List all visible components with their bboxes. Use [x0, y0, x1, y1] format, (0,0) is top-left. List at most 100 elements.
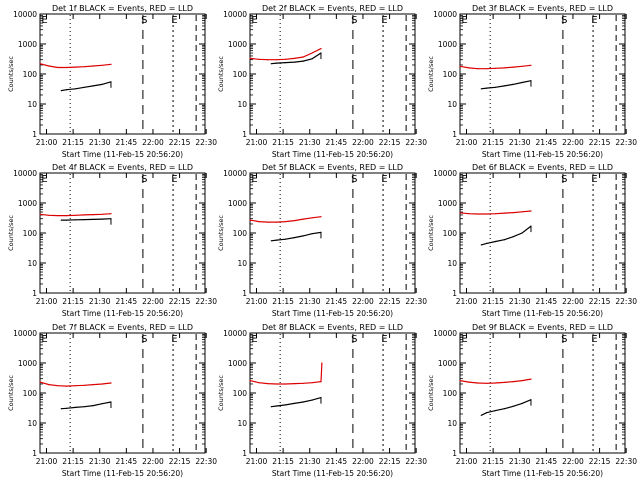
x-tick-label: 21:45	[326, 297, 348, 306]
series-lld	[39, 381, 112, 387]
data-point	[302, 218, 304, 220]
data-point	[494, 86, 497, 88]
series-events	[480, 80, 532, 90]
y-axis-label: Counts/sec	[7, 375, 15, 411]
data-point	[530, 378, 532, 380]
panel-det-4: Det 4f BLACK = Events, RED = LLD Counts/s…	[7, 163, 217, 318]
y-tick-label: 10	[237, 419, 247, 428]
x-tick-label: 21:00	[36, 457, 58, 466]
x-tick-label: 21:15	[62, 297, 84, 306]
data-point	[311, 399, 313, 401]
series-lld	[459, 210, 532, 215]
x-tick-label: 22:30	[195, 457, 217, 466]
x-tick-label: 22:30	[405, 457, 427, 466]
x-tick-label: 21:30	[299, 138, 321, 147]
x-tick-label: 21:00	[246, 297, 268, 306]
data-point	[293, 220, 295, 222]
data-point	[66, 215, 68, 217]
y-tick-label: 100	[233, 229, 248, 238]
marker-label-e: E	[171, 15, 177, 26]
data-point	[512, 83, 514, 85]
data-point	[276, 62, 278, 64]
x-tick-label: 21:45	[536, 457, 558, 466]
marker-label-e: E	[381, 15, 387, 26]
y-tick-label: 10	[27, 259, 37, 268]
y-tick-label: 10	[447, 100, 457, 109]
data-point	[477, 382, 479, 384]
data-point	[521, 402, 523, 404]
marker-label-e: E	[251, 15, 257, 26]
data-point	[512, 212, 514, 214]
data-point	[60, 219, 62, 221]
x-axis-label: Start Time (11-Feb-15 20:56:20)	[482, 309, 603, 318]
x-tick-label: 22:30	[405, 297, 427, 306]
data-point	[494, 410, 497, 412]
data-point	[83, 66, 85, 68]
data-point	[92, 218, 94, 220]
x-tick-label: 22:30	[615, 457, 637, 466]
y-axis-label: Counts/sec	[217, 215, 225, 251]
data-point	[258, 221, 260, 223]
data-point	[503, 212, 505, 214]
data-point	[480, 88, 482, 90]
y-tick-label: 100	[23, 229, 38, 238]
marker-label-e: E	[591, 334, 597, 345]
x-tick-label: 21:45	[536, 297, 558, 306]
x-tick-label: 21:15	[62, 138, 84, 147]
data-point	[74, 385, 77, 387]
y-tick-label: 10000	[433, 329, 457, 338]
data-point	[320, 381, 322, 383]
data-point	[267, 221, 269, 223]
panel-det-6: Det 6f BLACK = Events, RED = LLD Counts/s…	[427, 163, 637, 318]
data-point	[284, 58, 287, 60]
series-lld	[249, 362, 323, 385]
y-tick-label: 100	[23, 389, 38, 398]
data-point	[302, 401, 304, 403]
series-events	[480, 225, 532, 246]
panel-det-9: Det 9f BLACK = Events, RED = LLD Counts/s…	[427, 323, 637, 478]
data-point	[320, 397, 322, 399]
y-tick-label: 10	[237, 100, 247, 109]
data-point	[60, 408, 62, 410]
data-point	[74, 66, 77, 68]
x-tick-label: 22:00	[142, 457, 164, 466]
y-tick-label: 10000	[223, 10, 247, 19]
y-tick-label: 1	[242, 130, 247, 139]
x-tick-label: 21:00	[246, 457, 268, 466]
data-point	[270, 63, 272, 65]
data-point	[276, 239, 278, 241]
y-tick-label: 1000	[228, 40, 247, 49]
series-lld	[459, 64, 532, 70]
data-point	[486, 242, 488, 244]
y-tick-label: 10	[27, 100, 37, 109]
data-point	[521, 380, 523, 382]
y-axis-label: Counts/sec	[427, 375, 435, 411]
y-tick-label: 1	[452, 289, 457, 298]
data-point	[477, 68, 479, 70]
marker-label-e: E	[591, 15, 597, 26]
data-point	[293, 237, 295, 239]
panel-title: Det 8f BLACK = Events, RED = LLD	[262, 323, 403, 332]
series-lld	[459, 378, 532, 384]
data-point	[320, 48, 322, 50]
data-point	[311, 382, 313, 384]
series-lld	[249, 216, 322, 223]
y-tick-label: 1	[452, 449, 457, 458]
series-events	[60, 81, 112, 92]
x-tick-label: 21:30	[89, 457, 111, 466]
panel-det-2: Det 2f BLACK = Events, RED = LLD Counts/s…	[217, 4, 427, 159]
data-point	[521, 81, 523, 84]
x-tick-label: 22:00	[352, 297, 374, 306]
data-point	[66, 89, 68, 91]
data-point	[530, 399, 532, 401]
data-point	[302, 382, 304, 384]
y-tick-label: 100	[443, 70, 458, 79]
marker-label-e: E	[461, 334, 467, 345]
data-point	[110, 401, 112, 403]
data-point	[530, 210, 532, 212]
series-events	[270, 52, 322, 65]
marker-label-s: S	[141, 334, 147, 345]
y-tick-label: 1000	[438, 359, 457, 368]
data-point	[530, 64, 532, 66]
